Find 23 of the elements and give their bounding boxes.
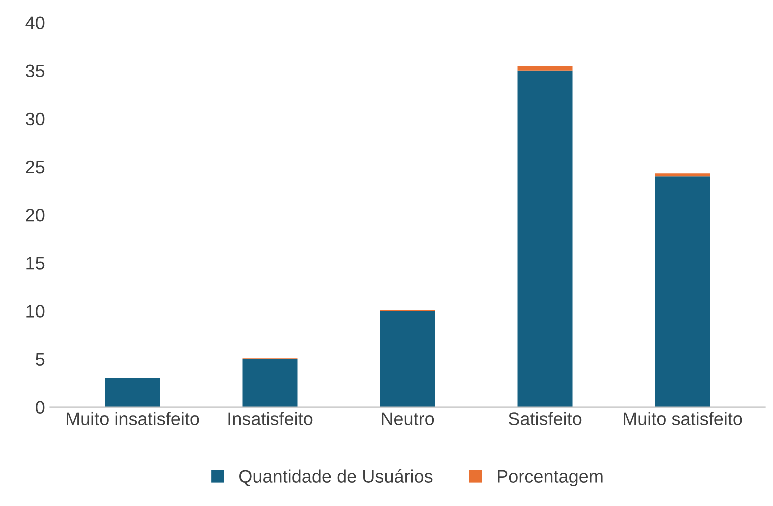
y-tick-label: 40 [26,16,45,30]
y-tick-label: 5 [36,353,45,366]
x-tick-label: Muito insatisfeito [66,412,200,426]
bar [655,174,710,177]
x-tick-label: Muito satisfeito [624,412,742,426]
bar [655,176,710,408]
x-tick-label: Insatisfeito [228,412,313,426]
x-tick-label: Satisfeito [508,412,582,426]
legend-label: Quantidade de Usuários [240,470,433,486]
bar [380,311,436,408]
y-tick-label: 25 [26,160,45,174]
y-tick-label: 15 [26,257,45,270]
x-tick-label: Neutro [382,412,434,426]
bar [242,359,298,408]
bar [518,70,573,408]
y-tick-label: 30 [26,112,45,126]
bar [105,378,160,408]
y-tick-label: 35 [26,64,45,78]
y-tick-label: 0 [36,401,45,414]
y-tick-label: 20 [26,208,45,222]
y-tick-label: 10 [26,305,45,318]
legend-label: Porcentagem [498,470,603,487]
bar [518,66,573,71]
